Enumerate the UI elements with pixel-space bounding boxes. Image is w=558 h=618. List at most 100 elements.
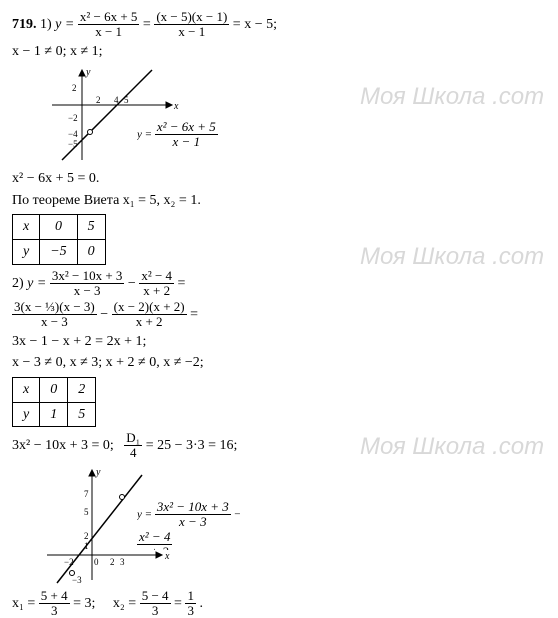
frac-den: x − 3 — [50, 284, 125, 298]
fraction: (x − 5)(x − 1) x − 1 — [154, 10, 229, 40]
frac-num: 3x² − 10x + 3 — [155, 500, 231, 515]
frac-num: 3x² − 10x + 3 — [50, 269, 125, 284]
fraction: (x − 2)(x + 2) x + 2 — [112, 300, 187, 330]
tick-label: 2 — [110, 557, 115, 567]
fraction: 3x² − 10x + 3 x − 3 — [50, 269, 125, 299]
frac-num: x² − 6x + 5 — [155, 120, 218, 135]
eq-text: 3x² − 10x + 3 = 0; — [12, 438, 114, 453]
part-label: 1) — [40, 17, 52, 32]
root-label: x₂ = — [113, 596, 136, 611]
axis-label-y: y — [85, 67, 91, 78]
table-cell: y — [13, 402, 40, 427]
value-table-2: x 0 2 y 1 5 — [12, 377, 96, 427]
fraction: x² − 6x + 5 x − 1 — [78, 10, 140, 40]
fraction: 1 3 — [185, 589, 196, 618]
tick-label: 0 — [94, 557, 99, 567]
roots-line: x₁ = 5 + 4 3 = 3; x₂ = 5 − 4 3 = 1 3 . — [12, 589, 546, 618]
table-row: x 0 5 — [13, 215, 106, 240]
tick-label: 2 — [72, 83, 77, 93]
minus: − — [100, 307, 108, 322]
table-cell: x — [13, 215, 40, 240]
vieta-line: По теореме Виета x₁ = 5, x₂ = 1. — [12, 191, 546, 211]
fraction: 3(x − ⅓)(x − 3) x − 3 — [12, 300, 97, 330]
problem-2-factored: 3(x − ⅓)(x − 3) x − 3 − (x − 2)(x + 2) x… — [12, 300, 546, 330]
constraint-line: x − 1 ≠ 0; x ≠ 1; — [12, 42, 546, 62]
tick-label: −2 — [68, 113, 78, 123]
problem-1-line-1: 719. 1) y = x² − 6x + 5 x − 1 = (x − 5)(… — [12, 10, 546, 40]
frac-den: x + 2 — [139, 284, 174, 298]
frac-den: 3 — [185, 604, 196, 618]
table-cell: 0 — [40, 377, 68, 402]
chart-eq-label: y = 3x² − 10x + 3x − 3 − x² − 4x + 2 — [137, 500, 262, 550]
frac-num: (x − 5)(x − 1) — [154, 10, 229, 25]
tick-label: 7 — [84, 489, 89, 499]
table-cell: −5 — [40, 239, 77, 264]
eq-text: = — [178, 276, 186, 291]
frac-den: x − 1 — [155, 135, 218, 149]
eq-text: = 3; — [73, 596, 95, 611]
frac-num: x² − 4 — [139, 269, 174, 284]
table-cell: 2 — [68, 377, 96, 402]
frac-num: 5 + 4 — [39, 589, 70, 604]
frac-den: x − 1 — [78, 25, 140, 39]
eq-text: = 25 − 3·3 = 16; — [146, 438, 238, 453]
fraction: 5 − 4 3 — [140, 589, 171, 618]
frac-den: x − 1 — [154, 25, 229, 39]
table-cell: 0 — [77, 239, 105, 264]
frac-num: x² − 4 — [137, 529, 172, 544]
frac-num: D₁ — [124, 431, 142, 446]
tick-label: 2 — [96, 95, 101, 105]
tick-label: −2 — [64, 557, 74, 567]
simplified-line: 3x − 1 − x + 2 = 2x + 1; — [12, 332, 546, 352]
problem-number: 719. — [12, 17, 37, 32]
discriminant-line: 3x² − 10x + 3 = 0; D₁ 4 = 25 − 3·3 = 16; — [12, 431, 546, 461]
axis-label-x: x — [164, 551, 170, 562]
problem-2-line-1: 2) y = 3x² − 10x + 3 x − 3 − x² − 4 x + … — [12, 269, 546, 299]
eq-text: y = — [27, 276, 46, 291]
frac-den: x − 3 — [12, 315, 97, 329]
eq-text: y = — [55, 17, 74, 32]
axis-label-y: y — [95, 467, 101, 478]
tick-label: 3 — [120, 557, 125, 567]
frac-den: x − 3 — [155, 515, 231, 529]
frac-den: 4 — [124, 446, 142, 460]
chart-2: x y −2 0 2 3 1 2 5 7 −3 y = 3x² − 10x + … — [42, 465, 262, 585]
table-row: y −5 0 — [13, 239, 106, 264]
eq-text: = — [174, 596, 182, 611]
fraction: 5 + 4 3 — [39, 589, 70, 618]
frac-num: 1 — [185, 589, 196, 604]
frac-num: x² − 6x + 5 — [78, 10, 140, 25]
table-cell: y — [13, 239, 40, 264]
table-cell: 5 — [68, 402, 96, 427]
frac-num: 3(x − ⅓)(x − 3) — [12, 300, 97, 315]
tick-label: −4 — [68, 129, 78, 139]
eq-text: . — [199, 596, 203, 611]
table-cell: 0 — [40, 215, 77, 240]
eq-text: = — [190, 307, 198, 322]
value-table-1: x 0 5 y −5 0 — [12, 214, 106, 264]
frac-den: x + 2 — [137, 545, 172, 550]
frac-num: 5 − 4 — [140, 589, 171, 604]
frac-den: 3 — [140, 604, 171, 618]
eq-text: = — [143, 17, 151, 32]
part-label: 2) — [12, 276, 24, 291]
axis-label-x: x — [173, 101, 179, 112]
frac-den: x + 2 — [112, 315, 187, 329]
hole-label: −3 — [72, 575, 82, 585]
quadratic-line: x² − 6x + 5 = 0. — [12, 169, 546, 189]
table-cell: x — [13, 377, 40, 402]
chart-1: x y 2 4 5 2 −2 −4 −5 y = x² − 6x + 5x − … — [42, 65, 222, 165]
fraction: x² − 4 x + 2 — [139, 269, 174, 299]
tick-label: 2 — [84, 531, 89, 541]
table-row: y 1 5 — [13, 402, 96, 427]
tick-label: −5 — [68, 139, 78, 149]
table-cell: 1 — [40, 402, 68, 427]
frac-num: (x − 2)(x + 2) — [112, 300, 187, 315]
text: (x − ⅓)(x − 3) — [21, 299, 95, 314]
page-content: 719. 1) y = x² − 6x + 5 x − 1 = (x − 5)(… — [12, 10, 546, 618]
eq-text: = x − 5; — [233, 17, 277, 32]
frac-den: 3 — [39, 604, 70, 618]
minus: − — [128, 276, 136, 291]
chart-eq-label: y = x² − 6x + 5x − 1 — [137, 120, 222, 150]
root-label: x₁ = — [12, 596, 35, 611]
